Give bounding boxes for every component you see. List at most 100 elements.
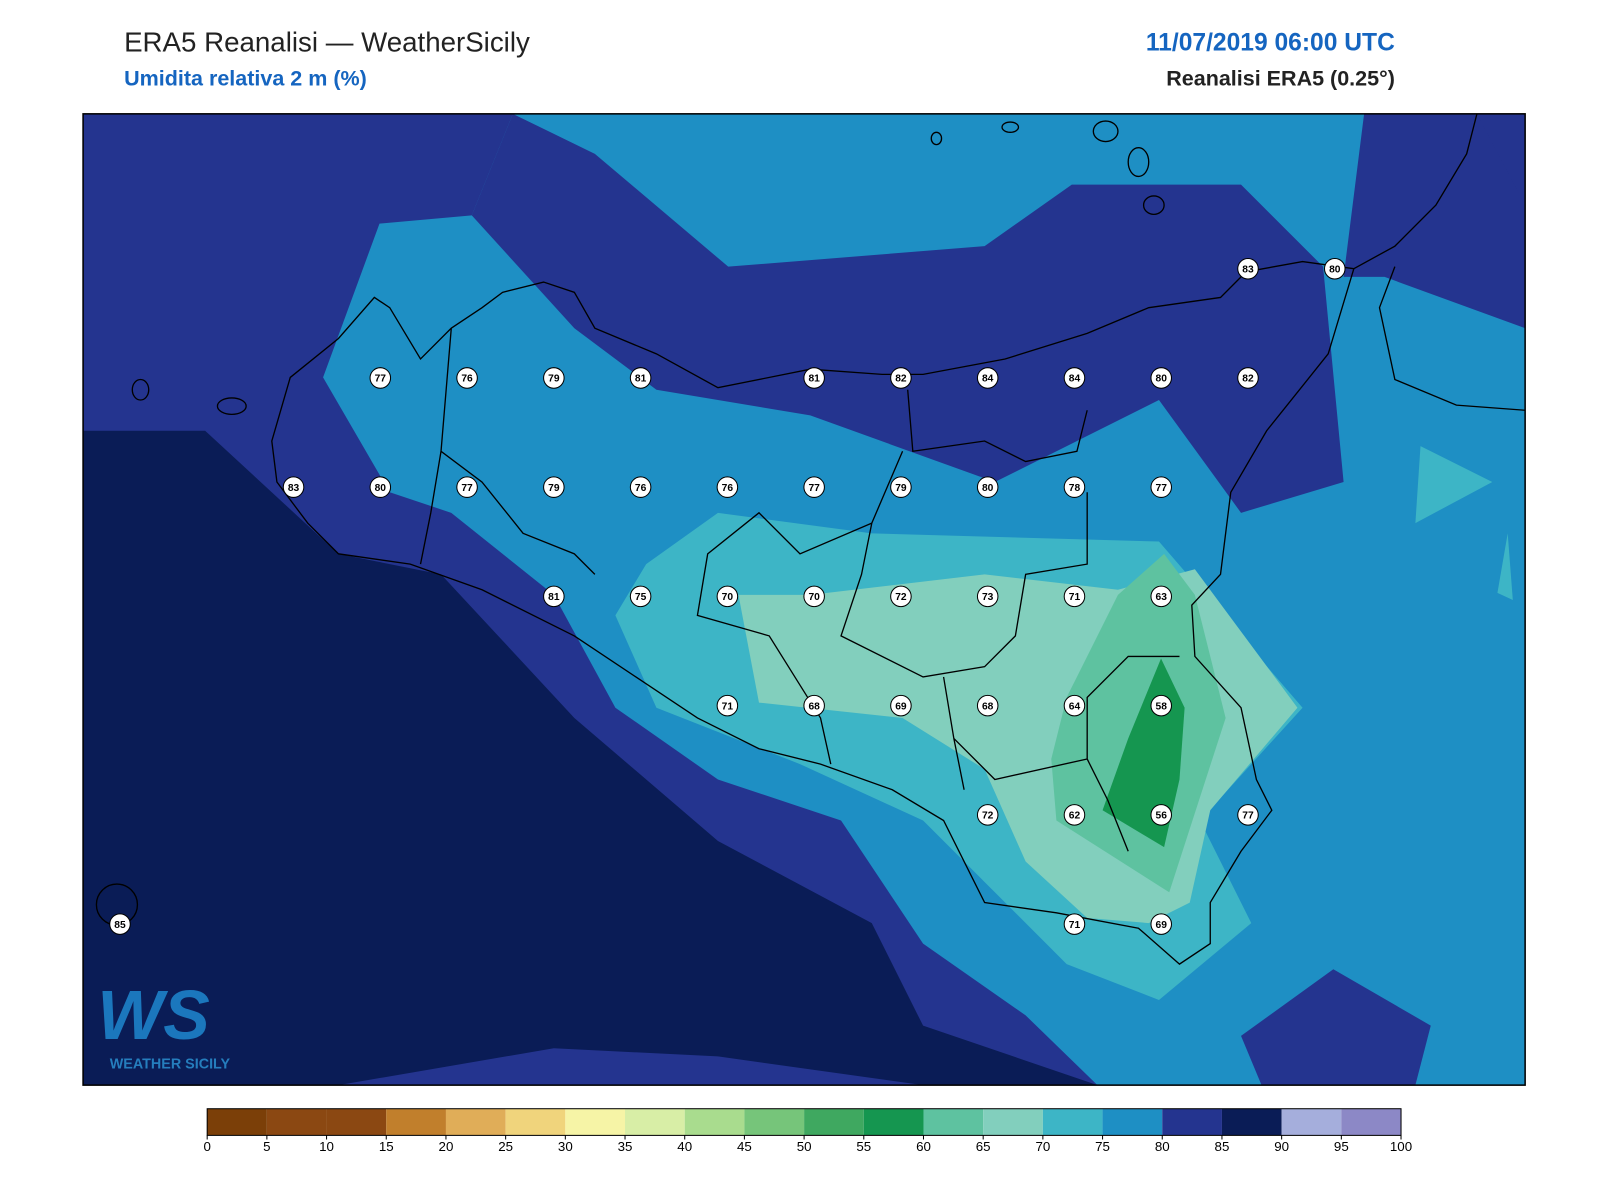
station-marker [543, 585, 565, 608]
colorbar-swatch [1102, 1108, 1163, 1136]
station-value: 71 [1069, 920, 1081, 931]
colorbar-swatch [266, 1108, 327, 1136]
station-marker [1063, 804, 1086, 826]
station-value: 72 [895, 592, 907, 603]
colorbar-tick-label: 35 [618, 1139, 633, 1154]
colorbar-swatch [445, 1108, 506, 1136]
colorbar-swatch [1341, 1108, 1402, 1136]
station-value: 81 [548, 592, 560, 603]
station-marker [369, 367, 392, 389]
station-value: 84 [1069, 374, 1081, 385]
station-marker [1237, 367, 1259, 389]
station-value: 80 [1156, 374, 1168, 385]
colorbar-swatch [1221, 1108, 1282, 1136]
station-marker [1150, 476, 1172, 498]
station-marker [1324, 257, 1346, 280]
station-marker [890, 476, 912, 498]
station-value: 80 [375, 483, 387, 494]
station-marker [890, 694, 912, 717]
station-value: 71 [722, 701, 734, 712]
colorbar-tick-label: 20 [439, 1139, 454, 1154]
station-marker [976, 367, 999, 389]
station-value: 64 [1069, 701, 1081, 712]
contour-area [1497, 533, 1513, 600]
station-marker [1150, 367, 1172, 389]
colorbar-tick-label: 90 [1274, 1139, 1289, 1154]
map-frame [82, 113, 1526, 1086]
logo-name: WEATHER SICILY [110, 1056, 231, 1072]
station-marker [369, 476, 392, 498]
colorbar-tick-label: 80 [1155, 1139, 1170, 1154]
station-value: 76 [635, 483, 647, 494]
station-value: 76 [461, 374, 473, 385]
colorbar-tick-label: 100 [1390, 1139, 1412, 1154]
contour-area [1476, 113, 1526, 206]
station-value: 78 [1069, 483, 1081, 494]
station-marker [629, 585, 652, 608]
station-marker [629, 367, 652, 389]
colorbar-swatch [565, 1108, 626, 1136]
logo-mark: WS [97, 976, 209, 1054]
station-marker [109, 913, 131, 935]
logo: WS WEATHER SICILY [97, 976, 230, 1072]
station-value: 77 [461, 483, 473, 494]
station-value: 80 [982, 483, 994, 494]
station-value: 79 [548, 483, 560, 494]
station-marker [543, 476, 565, 498]
source: Reanalisi ERA5 (0.25°) [1166, 67, 1395, 91]
colorbar-tick-label: 10 [319, 1139, 334, 1154]
station-value: 77 [1242, 811, 1254, 822]
colorbar: 0 5 10 15 20 25 30 35 40 45 50 55 60 65 70 75 80 85 90 95 10… [203, 1108, 1412, 1154]
contour-area [338, 1048, 924, 1086]
station-marker [716, 585, 739, 608]
colorbar-swatch [386, 1108, 446, 1136]
colorbar-swatch [1042, 1108, 1103, 1136]
station-marker [976, 804, 999, 826]
station-value: 76 [722, 483, 734, 494]
colorbar-swatch [326, 1108, 387, 1136]
station-marker [976, 585, 999, 608]
station-value: 77 [808, 483, 820, 494]
contour-area [1415, 446, 1493, 524]
station-marker [1150, 694, 1172, 717]
station-value: 70 [722, 592, 734, 603]
datetime: 11/07/2019 06:00 UTC [1146, 30, 1395, 57]
colorbar-swatch [983, 1108, 1043, 1136]
station-marker [1063, 585, 1086, 608]
station-marker [456, 367, 478, 389]
station-value: 58 [1156, 701, 1168, 712]
station-value: 79 [895, 483, 907, 494]
station-value: 77 [375, 374, 387, 385]
title: ERA5 Reanalisi — WeatherSicily [124, 26, 530, 57]
station-marker [716, 476, 739, 498]
station-marker [803, 476, 825, 498]
station-value: 56 [1156, 811, 1168, 822]
colorbar-swatch [804, 1108, 864, 1136]
station-value: 62 [1069, 811, 1081, 822]
station-marker [1063, 913, 1086, 935]
station-marker [1150, 585, 1172, 608]
contour-area [471, 113, 1344, 513]
station-marker [1150, 804, 1172, 826]
colorbar-tick-label: 5 [263, 1139, 270, 1154]
colorbar-tick-label: 60 [916, 1139, 931, 1154]
colorbar-tick-label: 65 [976, 1139, 991, 1154]
colorbar-swatch [625, 1108, 685, 1136]
station-value: 77 [1156, 483, 1168, 494]
colorbar-tick-label: 0 [203, 1139, 210, 1154]
station-marker [1063, 476, 1086, 498]
colorbar-swatch [923, 1108, 984, 1136]
station-value: 81 [808, 374, 820, 385]
station-marker [282, 476, 305, 498]
colorbar-tick-label: 75 [1095, 1139, 1110, 1154]
coastline [95, 113, 1526, 965]
station-value: 73 [982, 592, 994, 603]
station-marker [1150, 913, 1172, 935]
station-value: 75 [635, 592, 647, 603]
station-marker [629, 476, 652, 498]
station-marker [456, 476, 478, 498]
station-value: 72 [982, 811, 994, 822]
station-value: 69 [895, 701, 907, 712]
colorbar-tick-label: 30 [558, 1139, 573, 1154]
